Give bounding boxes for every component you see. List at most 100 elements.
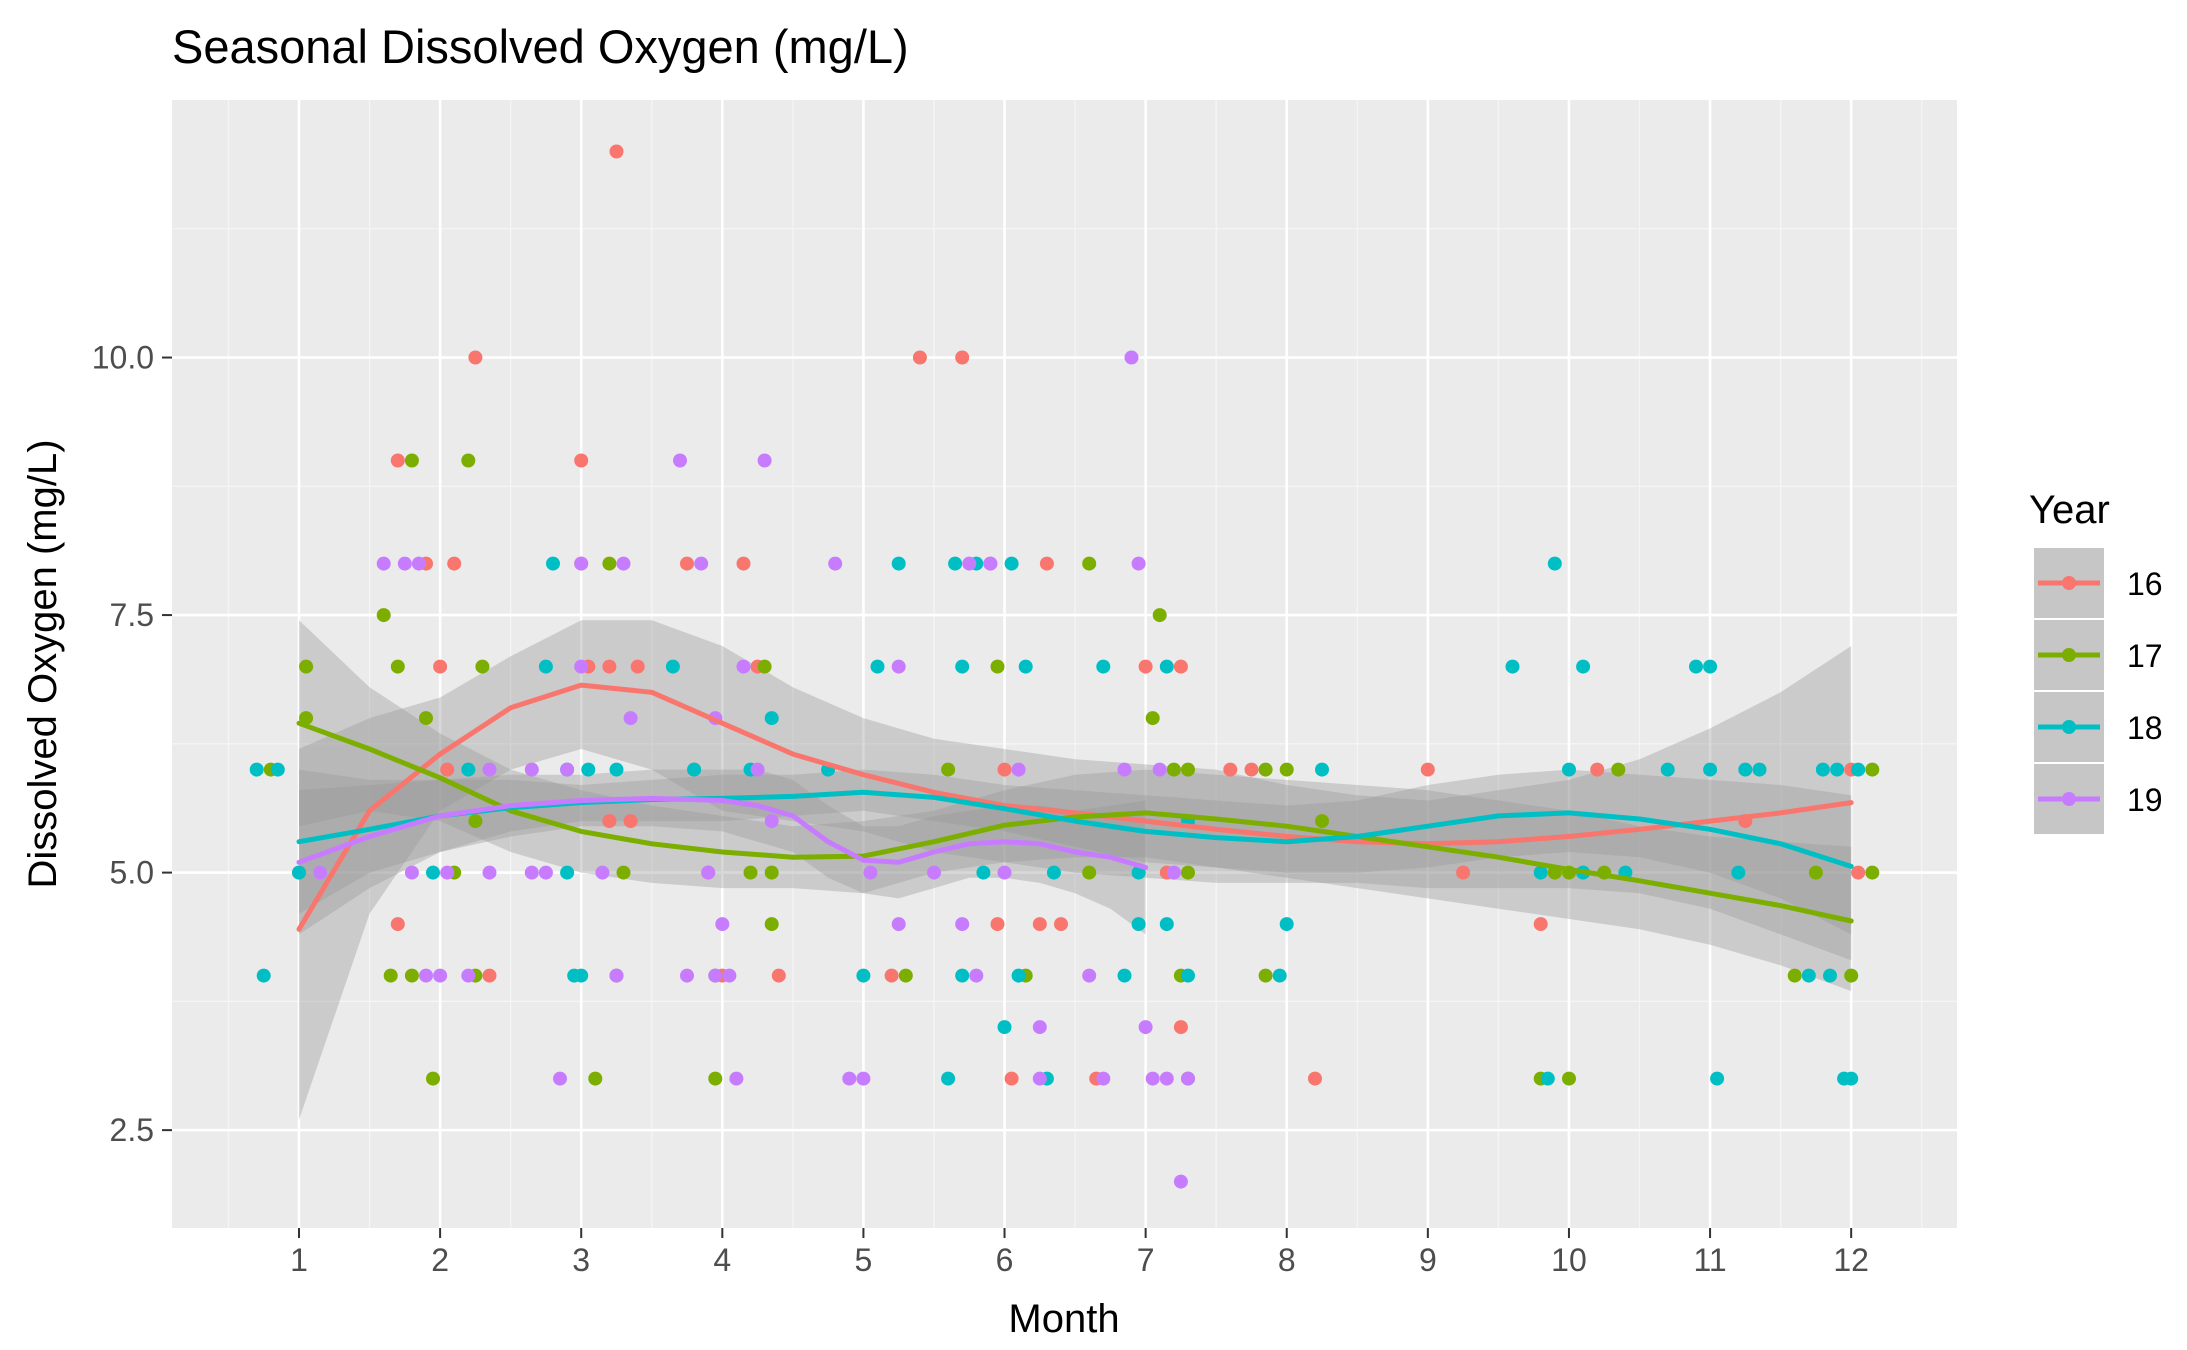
point-18	[1823, 968, 1837, 983]
point-17	[1181, 762, 1195, 777]
point-18	[1046, 865, 1061, 880]
point-16	[1420, 762, 1435, 777]
point-19	[1011, 762, 1026, 777]
point-18	[856, 968, 871, 983]
smooth-line-17	[296, 720, 1854, 924]
scatter-points	[249, 144, 1880, 1189]
point-19	[962, 556, 977, 571]
point-19	[955, 917, 970, 932]
x-axis: 1 2 3 4 5 6 7 8 9 10 11 12	[290, 1228, 1869, 1278]
point-19	[623, 711, 638, 726]
legend-point-17	[2062, 648, 2076, 662]
point-18	[1272, 968, 1287, 983]
point-19	[997, 865, 1012, 880]
point-18	[1830, 762, 1845, 777]
point-19	[673, 453, 687, 468]
point-18	[976, 865, 991, 880]
point-16	[1173, 659, 1188, 674]
point-17	[1145, 711, 1160, 726]
point-16	[433, 659, 448, 674]
point-19	[863, 865, 878, 880]
point-17	[898, 968, 913, 983]
point-16	[609, 144, 624, 159]
point-18	[609, 762, 624, 777]
point-16	[623, 814, 638, 829]
point-19	[433, 968, 448, 983]
plot-panel	[172, 100, 1957, 1228]
x-tick-label: 3	[572, 1242, 590, 1278]
ribbon-18	[299, 769, 1852, 935]
point-19	[411, 556, 426, 571]
point-19	[376, 556, 391, 571]
point-17	[1315, 814, 1329, 829]
point-18	[941, 1071, 956, 1086]
point-16	[1223, 762, 1238, 777]
point-16	[468, 350, 483, 365]
point-18	[870, 659, 885, 674]
point-19	[574, 659, 589, 674]
point-19	[553, 1071, 567, 1086]
point-18	[687, 762, 702, 777]
point-17	[461, 453, 476, 468]
point-18	[574, 968, 589, 983]
point-19	[560, 762, 575, 777]
point-19	[856, 1071, 871, 1086]
y-tick-label: 7.5	[110, 597, 154, 633]
point-17	[764, 865, 779, 880]
point-18	[1018, 659, 1033, 674]
point-18	[538, 659, 553, 674]
point-18	[665, 659, 680, 674]
legend-label-19: 19	[2127, 782, 2163, 818]
legend-label-17: 17	[2127, 638, 2163, 674]
x-tick-label: 8	[1278, 1242, 1296, 1278]
point-16	[1308, 1071, 1322, 1086]
point-17	[1562, 1071, 1576, 1086]
y-tick-label: 10.0	[92, 340, 154, 376]
point-19	[1166, 865, 1181, 880]
point-18	[1752, 762, 1767, 777]
point-17	[941, 762, 956, 777]
point-19	[482, 762, 497, 777]
point-16	[440, 762, 455, 777]
point-19	[1152, 762, 1167, 777]
point-17	[299, 659, 314, 674]
point-19	[616, 556, 631, 571]
point-16	[1138, 659, 1153, 674]
smooth-line-19	[296, 795, 1149, 870]
plot-background	[172, 100, 1957, 1228]
ribbon-16	[299, 620, 1852, 1120]
x-tick-label: 6	[996, 1242, 1014, 1278]
point-18	[1710, 1071, 1725, 1086]
point-17	[588, 1071, 603, 1086]
x-axis-title: Month	[1008, 1297, 1119, 1341]
point-18	[1131, 865, 1146, 880]
y-axis: 2.5 5.0 7.5 10.0	[92, 340, 172, 1148]
point-18	[1731, 865, 1746, 880]
point-17	[616, 865, 631, 880]
point-19	[764, 814, 779, 829]
point-18	[948, 556, 963, 571]
point-18	[955, 659, 970, 674]
point-17	[1611, 762, 1626, 777]
point-19	[729, 1071, 744, 1086]
point-19	[983, 556, 998, 571]
legend-title: Year	[2029, 488, 2110, 532]
point-19	[694, 556, 709, 571]
point-18	[1279, 917, 1294, 932]
x-tick-label: 4	[713, 1242, 731, 1278]
grid-minor	[172, 100, 1957, 1228]
point-16	[771, 968, 786, 983]
point-19	[891, 917, 906, 932]
point-19	[1082, 968, 1097, 983]
point-18	[1004, 556, 1019, 571]
point-17	[475, 659, 490, 674]
point-18	[546, 556, 560, 571]
point-19	[313, 865, 328, 880]
point-16	[630, 659, 645, 674]
smooth-line-16	[296, 682, 1854, 932]
point-16	[447, 556, 462, 571]
point-17	[1844, 968, 1859, 983]
point-19	[404, 865, 419, 880]
point-19	[1181, 1071, 1195, 1086]
point-16	[680, 556, 694, 571]
